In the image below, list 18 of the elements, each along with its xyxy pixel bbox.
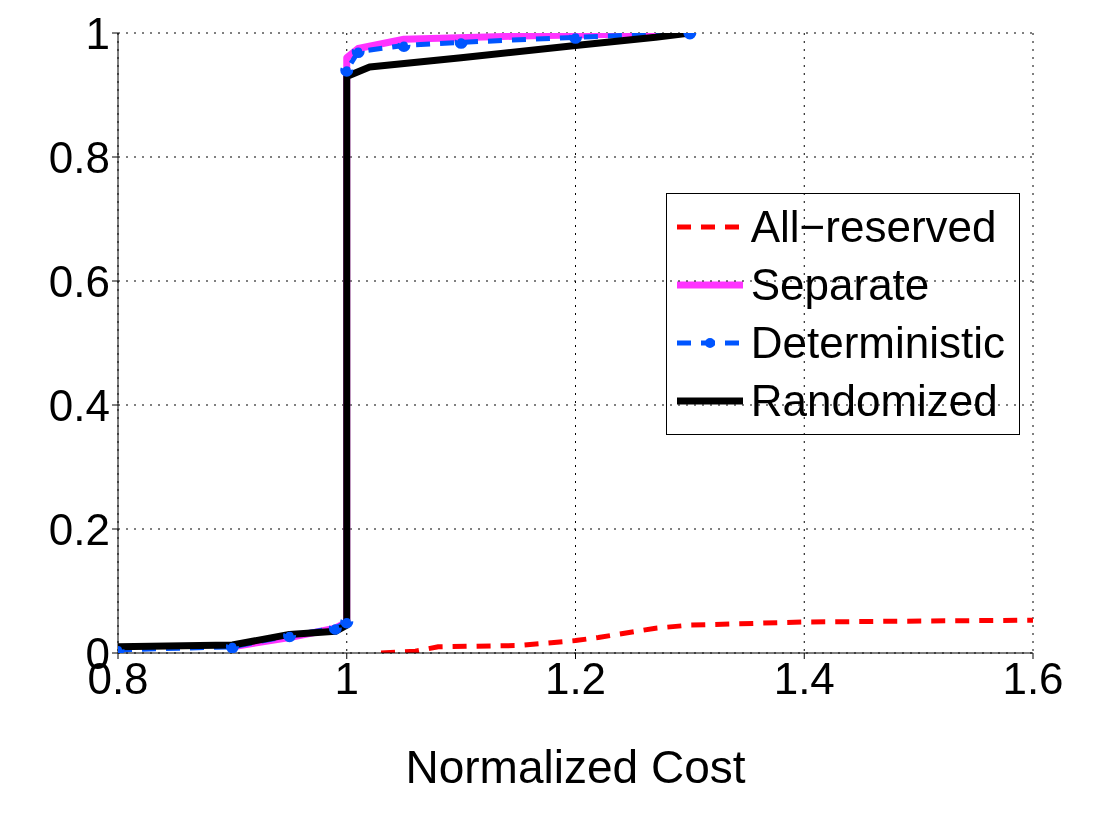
legend-label: Randomized [750,376,998,426]
point [569,33,582,44]
point [351,45,365,59]
y-tick-label: 0.8 [48,132,110,182]
y-tick-label: 0.6 [48,256,110,306]
point [225,640,239,653]
legend-label: Separate [750,260,930,310]
legend-label: All−reserved [750,202,997,252]
x-tick-label: 1.6 [1002,654,1064,704]
x-tick-label: 1 [334,654,359,704]
y-tick-label: 0.4 [48,380,110,430]
legend-label: Deterministic [750,318,1005,368]
point [283,629,297,643]
y-tick-label: 1 [85,8,110,58]
x-axis-title: Normalized Cost [405,741,746,793]
y-tick-label: 0.2 [48,504,110,554]
x-tick-label: 1.4 [773,654,835,704]
x-tick-label: 1.2 [544,654,607,704]
